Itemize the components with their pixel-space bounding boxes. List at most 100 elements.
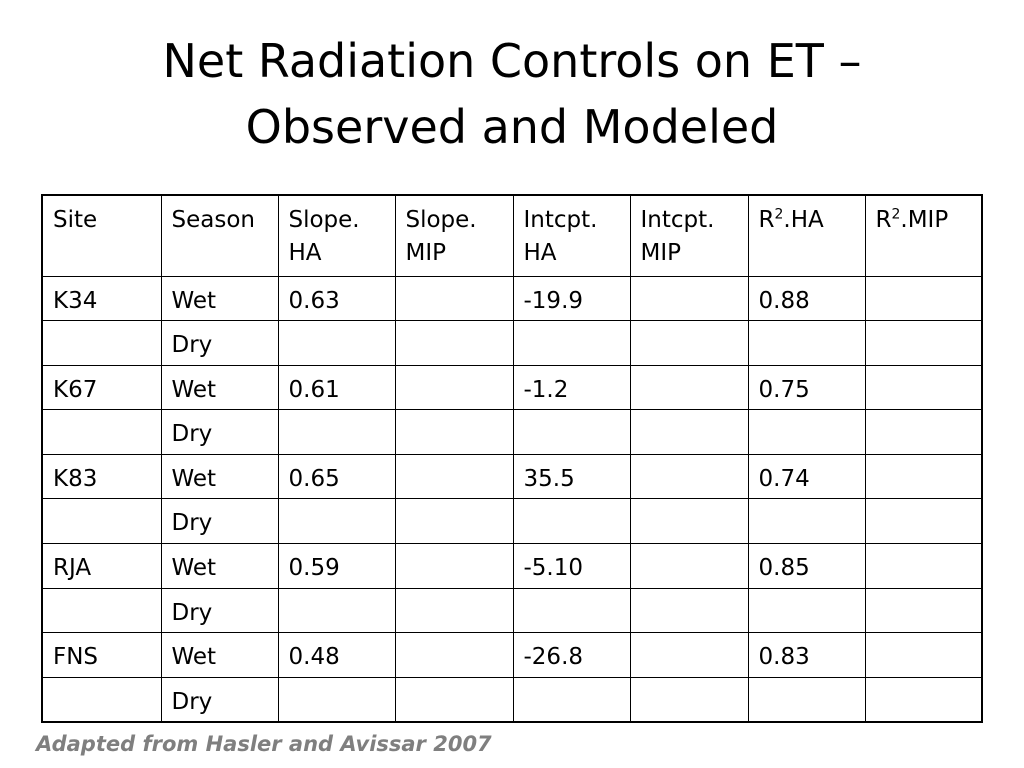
table-cell-intcpt-mip bbox=[629, 409, 749, 455]
table-row: K67 Wet 0.61 -1.2 0.75 bbox=[41, 364, 983, 411]
table-cell-r2-ha bbox=[747, 587, 866, 634]
table-cell-intcpt-ha: -5.10 bbox=[512, 543, 631, 589]
table-cell-slope-ha bbox=[277, 320, 396, 366]
table-cell-slope-ha bbox=[277, 498, 396, 545]
header-cell-site: Site bbox=[41, 194, 162, 277]
table-cell-r2-ha: 0.83 bbox=[747, 632, 866, 678]
header-cell-intcpt-ha: Intcpt. HA bbox=[512, 194, 631, 277]
header-r2-ha-superscript: 2 bbox=[774, 206, 784, 223]
table-cell-site: RJA bbox=[41, 543, 162, 589]
table-cell-intcpt-mip bbox=[629, 453, 749, 500]
table-cell-slope-ha: 0.61 bbox=[277, 364, 396, 411]
table-cell-intcpt-ha bbox=[512, 498, 631, 545]
table-cell-slope-ha: 0.48 bbox=[277, 632, 396, 678]
header-cell-r2-mip: R2.MIP bbox=[864, 194, 983, 277]
table-cell-site: K83 bbox=[41, 453, 162, 500]
header-slope-mip-line-1: Slope. bbox=[405, 207, 477, 233]
table-cell-season: Dry bbox=[160, 498, 279, 545]
table-cell-intcpt-mip bbox=[629, 364, 749, 411]
table-cell-intcpt-mip bbox=[629, 275, 749, 322]
table-cell-slope-ha bbox=[277, 409, 396, 455]
header-slope-ha-line-1: Slope. bbox=[288, 207, 360, 233]
table-cell-r2-mip bbox=[864, 453, 983, 500]
table-cell-r2-mip bbox=[864, 587, 983, 634]
header-intcpt-mip-line-1: Intcpt. bbox=[640, 207, 715, 233]
table-cell-slope-ha bbox=[277, 676, 396, 723]
table-cell-r2-ha: 0.85 bbox=[747, 543, 866, 589]
table-cell-season: Wet bbox=[160, 275, 279, 322]
table-cell-r2-ha bbox=[747, 676, 866, 723]
table-cell-r2-mip bbox=[864, 632, 983, 678]
table-cell-r2-ha bbox=[747, 320, 866, 366]
table-cell-slope-ha: 0.65 bbox=[277, 453, 396, 500]
header-r2-ha-suffix: .HA bbox=[783, 207, 824, 233]
table-row: Dry bbox=[41, 587, 983, 634]
table-row: Dry bbox=[41, 320, 983, 366]
table-cell-intcpt-ha bbox=[512, 409, 631, 455]
table-cell-intcpt-mip bbox=[629, 543, 749, 589]
header-slope-ha-line-2: HA bbox=[288, 240, 322, 266]
table-cell-r2-mip bbox=[864, 676, 983, 723]
table-header-row: Site Season Slope. HA Slope. MIP Intcpt.… bbox=[41, 194, 983, 277]
table-cell-season: Wet bbox=[160, 453, 279, 500]
table-cell-intcpt-ha: -1.2 bbox=[512, 364, 631, 411]
table-cell-r2-ha: 0.88 bbox=[747, 275, 866, 322]
table-cell-intcpt-mip bbox=[629, 676, 749, 723]
table-cell-season: Dry bbox=[160, 587, 279, 634]
header-season-label: Season bbox=[171, 207, 255, 233]
table-cell-r2-mip bbox=[864, 409, 983, 455]
table-cell-intcpt-mip bbox=[629, 632, 749, 678]
table-row: FNS Wet 0.48 -26.8 0.83 bbox=[41, 632, 983, 678]
table-cell-intcpt-ha: 35.5 bbox=[512, 453, 631, 500]
header-intcpt-mip-line-2: MIP bbox=[640, 240, 682, 266]
table-cell-slope-mip bbox=[394, 275, 514, 322]
table-cell-intcpt-mip bbox=[629, 587, 749, 634]
table-cell-intcpt-mip bbox=[629, 320, 749, 366]
table-cell-site: K34 bbox=[41, 275, 162, 322]
table-cell-site: K67 bbox=[41, 364, 162, 411]
table-cell-season: Dry bbox=[160, 409, 279, 455]
header-cell-slope-ha: Slope. HA bbox=[277, 194, 396, 277]
table-cell-r2-mip bbox=[864, 320, 983, 366]
table-cell-slope-mip bbox=[394, 498, 514, 545]
table-cell-season: Dry bbox=[160, 320, 279, 366]
table-cell-r2-ha bbox=[747, 409, 866, 455]
table-cell-slope-mip bbox=[394, 587, 514, 634]
table-cell-site bbox=[41, 498, 162, 545]
table-cell-site bbox=[41, 587, 162, 634]
table-cell-season: Dry bbox=[160, 676, 279, 723]
table-cell-slope-ha bbox=[277, 587, 396, 634]
table-cell-intcpt-ha bbox=[512, 320, 631, 366]
header-site-label: Site bbox=[53, 207, 98, 233]
table-cell-season: Wet bbox=[160, 543, 279, 589]
table-row: RJA Wet 0.59 -5.10 0.85 bbox=[41, 543, 983, 589]
slide-title-line-2: Observed and Modeled bbox=[245, 100, 779, 154]
slide-title: Net Radiation Controls on ET – Observed … bbox=[40, 28, 984, 160]
header-cell-slope-mip: Slope. MIP bbox=[394, 194, 514, 277]
table-cell-intcpt-ha bbox=[512, 587, 631, 634]
table-cell-r2-ha: 0.74 bbox=[747, 453, 866, 500]
table-cell-intcpt-mip bbox=[629, 498, 749, 545]
table-cell-r2-ha: 0.75 bbox=[747, 364, 866, 411]
slide-title-line-1: Net Radiation Controls on ET – bbox=[162, 34, 862, 88]
table-cell-slope-mip bbox=[394, 364, 514, 411]
table-cell-slope-mip bbox=[394, 453, 514, 500]
table-cell-site: FNS bbox=[41, 632, 162, 678]
data-table: Site Season Slope. HA Slope. MIP Intcpt.… bbox=[41, 194, 983, 723]
table-row: Dry bbox=[41, 498, 983, 545]
table-cell-intcpt-ha: -19.9 bbox=[512, 275, 631, 322]
table-cell-intcpt-ha bbox=[512, 676, 631, 723]
header-intcpt-ha-line-2: HA bbox=[523, 240, 557, 266]
table-cell-site bbox=[41, 676, 162, 723]
table-cell-slope-mip bbox=[394, 409, 514, 455]
table-cell-site bbox=[41, 320, 162, 366]
table-cell-r2-mip bbox=[864, 543, 983, 589]
header-intcpt-ha-line-1: Intcpt. bbox=[523, 207, 598, 233]
table-cell-r2-mip bbox=[864, 275, 983, 322]
table-cell-r2-mip bbox=[864, 364, 983, 411]
table-cell-season: Wet bbox=[160, 364, 279, 411]
table-cell-site bbox=[41, 409, 162, 455]
table-cell-r2-ha bbox=[747, 498, 866, 545]
table-row: K83 Wet 0.65 35.5 0.74 bbox=[41, 453, 983, 500]
